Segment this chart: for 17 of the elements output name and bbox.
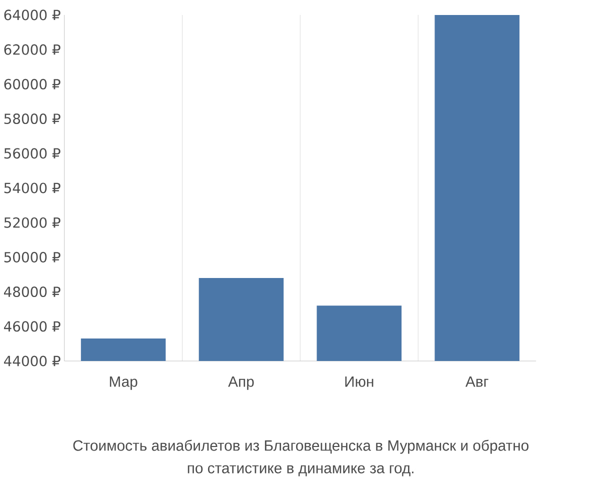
x-tick-label: Мар [110, 376, 138, 390]
y-tick-label: 54000 ₽ [4, 182, 60, 194]
y-tick-label: 60000 ₽ [4, 79, 60, 90]
x-tick-label: Апр [228, 376, 254, 390]
x-tick-label: Авг [465, 376, 488, 387]
text: Стоимость авиабилетов из Благовещенска в Мурманск и обратно [73, 440, 528, 454]
y-tick-label: 64000 ₽ [4, 10, 60, 20]
y-tick-label: 48000 ₽ [4, 286, 60, 298]
y-tick-label: 46000 ₽ [4, 321, 60, 332]
y-tick-label: 56000 ₽ [4, 148, 60, 159]
y-tick-label: 58000 ₽ [4, 114, 60, 124]
y-tick-label: 44000 ₽ [4, 356, 60, 366]
y-tick-label: 52000 ₽ [4, 218, 60, 228]
y-tick-label: 50000 ₽ [4, 252, 60, 263]
y-tick-label: 62000 ₽ [4, 44, 60, 56]
text: по статистике в динамике за год. [188, 465, 414, 476]
x-tick-label: Июн [345, 376, 374, 388]
